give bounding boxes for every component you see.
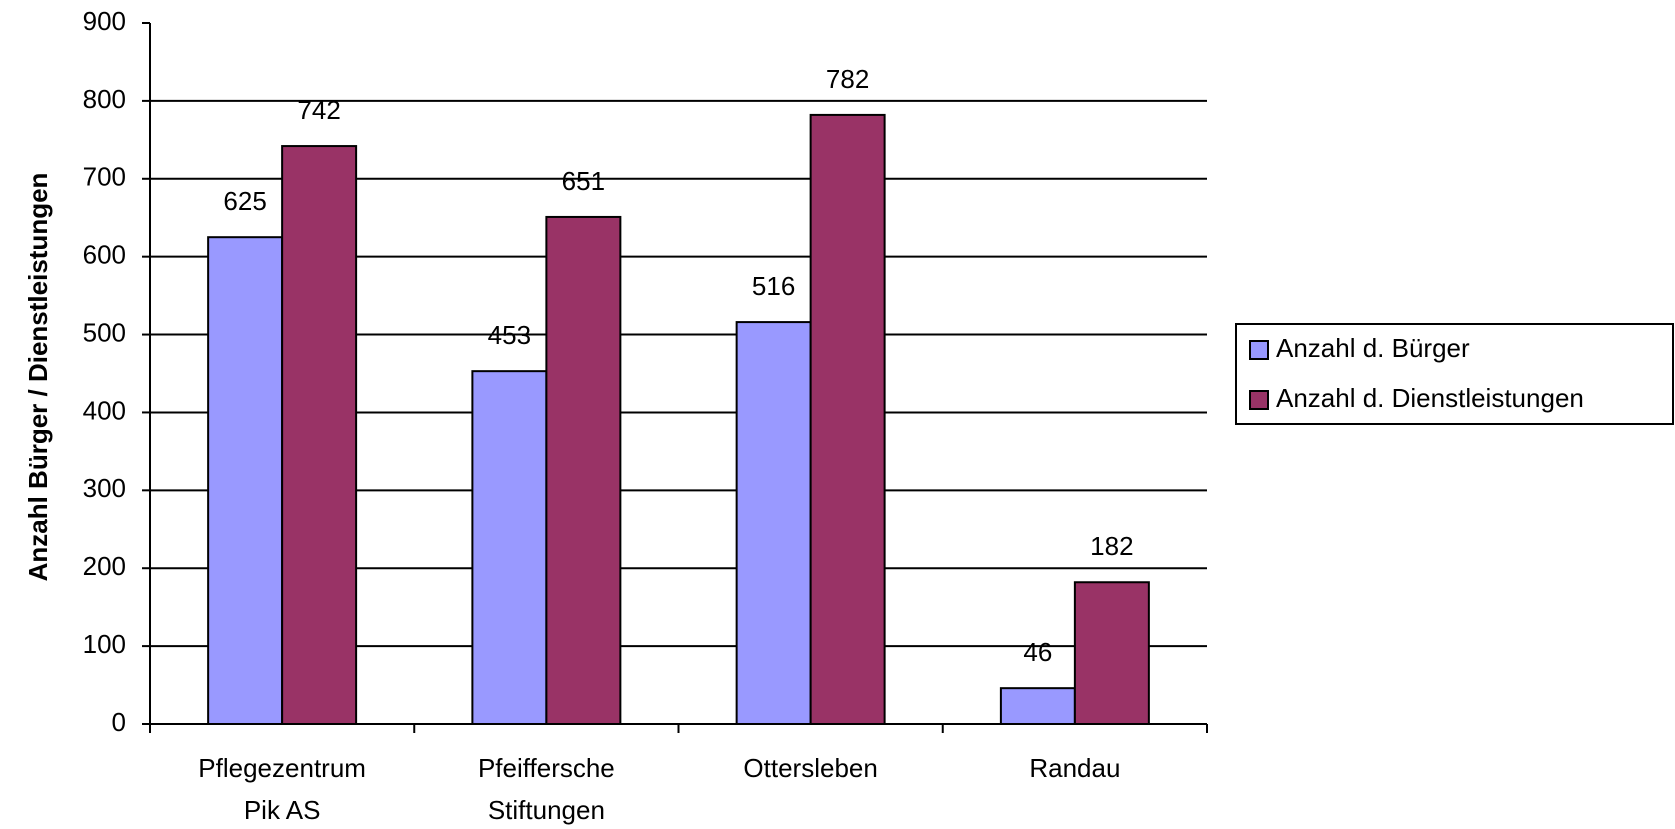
bar (545, 215, 622, 725)
y-tick-label: 300 (83, 473, 126, 503)
legend-label: Anzahl d. Bürger (1276, 333, 1470, 363)
value-label: 782 (826, 64, 869, 94)
y-tick-label: 100 (83, 629, 126, 659)
bar (471, 370, 548, 725)
value-label: 742 (297, 95, 340, 125)
y-tick-label: 200 (83, 551, 126, 581)
bar (999, 687, 1076, 725)
legend-swatch (1249, 340, 1269, 360)
y-tick-label: 400 (83, 395, 126, 425)
value-label: 516 (752, 271, 795, 301)
y-tick-label: 800 (83, 84, 126, 114)
bar (735, 321, 812, 725)
value-label: 182 (1090, 531, 1133, 561)
legend (1235, 323, 1674, 425)
value-label: 651 (562, 166, 605, 196)
value-label: 46 (1023, 637, 1052, 667)
y-tick-label: 600 (83, 240, 126, 270)
x-tick-label: Randau (1029, 753, 1120, 783)
value-label: 625 (223, 186, 266, 216)
y-tick-label: 500 (83, 317, 126, 347)
legend-swatch (1249, 390, 1269, 410)
bar (207, 236, 284, 725)
bar (281, 145, 358, 725)
x-tick-label: Pfeiffersche (478, 753, 615, 783)
bar (809, 113, 886, 726)
value-label: 453 (488, 320, 531, 350)
y-tick-label: 0 (112, 707, 126, 737)
y-axis-title: Anzahl Bürger / Dienstleistungen (23, 173, 53, 582)
x-tick-label: Stiftungen (488, 795, 605, 825)
x-tick-label: Pik AS (244, 795, 321, 825)
x-tick-label: Pflegezentrum (198, 753, 366, 783)
y-tick-label: 900 (83, 6, 126, 36)
bar (1073, 581, 1150, 726)
legend-label: Anzahl d. Dienstleistungen (1276, 383, 1584, 413)
y-tick-label: 700 (83, 162, 126, 192)
x-tick-label: Ottersleben (743, 753, 877, 783)
